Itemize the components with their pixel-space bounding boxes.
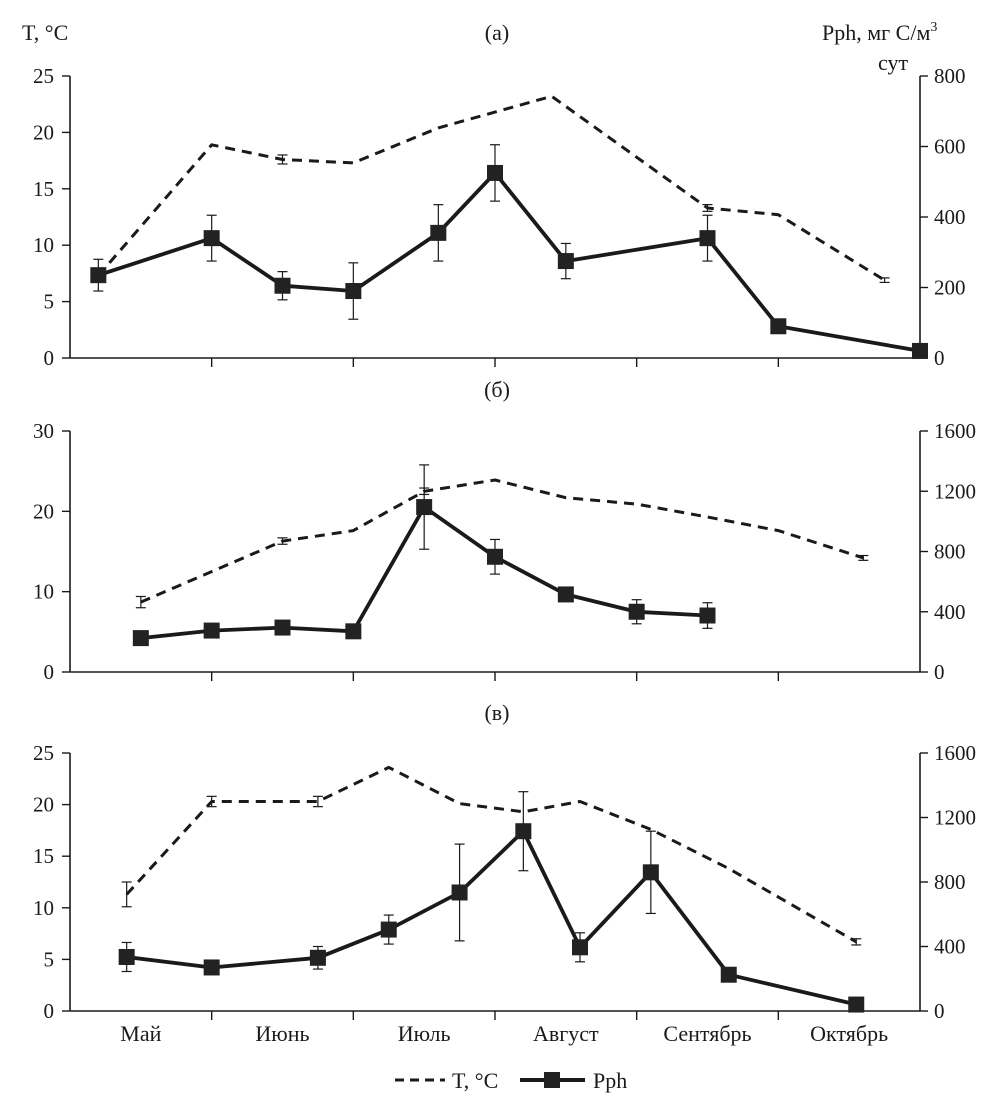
left-tick-label: 25 (33, 741, 54, 765)
production-point (203, 230, 220, 247)
right-tick-label: 1200 (934, 479, 976, 503)
right-tick-label: 600 (934, 135, 966, 159)
left-tick-label: 0 (44, 346, 55, 370)
production-point (203, 959, 220, 976)
production-point (848, 996, 865, 1013)
production-point (274, 277, 291, 294)
production-point (90, 267, 107, 284)
left-tick-label: 10 (33, 580, 54, 604)
legend-production-label: Pph (593, 1068, 627, 1093)
panel-b: 0 10 20 30 0 400 800 1200 1600 (33, 419, 976, 684)
left-tick-label: 0 (44, 999, 55, 1023)
temperature-line (125, 765, 858, 944)
production-point (345, 283, 362, 300)
temperature-line (97, 94, 886, 282)
left-tick-label: 20 (33, 793, 54, 817)
production-point (132, 630, 149, 647)
production-point (416, 499, 433, 516)
month-label: Август (533, 1021, 599, 1046)
month-label: Май (120, 1021, 161, 1046)
right-axis-title-line2: сут (878, 50, 908, 75)
production-point (912, 342, 928, 359)
production-point (430, 224, 447, 241)
right-tick-label: 800 (934, 64, 966, 88)
left-tick-label: 15 (33, 177, 54, 201)
production-point (557, 253, 574, 270)
production-point (309, 949, 326, 966)
production-point (699, 230, 716, 247)
right-tick-label: 1600 (934, 419, 976, 443)
month-label: Июнь (255, 1021, 309, 1046)
production-point (515, 823, 532, 840)
production-point (118, 948, 135, 965)
production-point (487, 548, 503, 565)
legend: T, °C Pph (395, 1068, 627, 1093)
month-label: Сентябрь (663, 1021, 751, 1046)
left-tick-label: 5 (44, 290, 55, 314)
production-point (572, 939, 588, 956)
production-point (345, 623, 362, 640)
right-axis-title-line1: Pph, мг C/м3 (822, 20, 937, 45)
month-label: Октябрь (810, 1021, 888, 1046)
production-point (557, 586, 574, 603)
panel-b-title: (б) (484, 377, 510, 402)
left-tick-label: 30 (33, 419, 54, 443)
production-point (274, 619, 291, 636)
left-tick-label: 15 (33, 844, 54, 868)
production-point (770, 318, 787, 335)
right-tick-label: 1600 (934, 741, 976, 765)
left-tick-label: 5 (44, 947, 55, 971)
panel-c: 0 5 10 15 20 25 0 400 800 1200 1600 (33, 741, 976, 1023)
production-point (642, 864, 659, 881)
production-point (451, 884, 468, 901)
production-point (720, 966, 737, 983)
right-tick-label: 0 (934, 999, 945, 1023)
right-tick-label: 400 (934, 600, 966, 624)
left-tick-label: 10 (33, 896, 54, 920)
production-point (699, 607, 716, 624)
left-tick-label: 0 (44, 660, 55, 684)
production-point (487, 164, 503, 181)
left-axis-title: T, °C (22, 20, 68, 45)
legend-production-marker (544, 1072, 560, 1088)
left-tick-label: 25 (33, 64, 54, 88)
production-point (380, 921, 397, 938)
month-label: Июль (398, 1021, 451, 1046)
right-tick-label: 800 (934, 540, 966, 564)
right-tick-label: 400 (934, 205, 966, 229)
legend-temperature-label: T, °C (452, 1068, 498, 1093)
right-tick-label: 800 (934, 870, 966, 894)
right-tick-label: 0 (934, 346, 945, 370)
right-tick-label: 400 (934, 935, 966, 959)
production-line (97, 171, 921, 353)
month-labels: Май Июнь Июль Август Сентябрь Октябрь (120, 1021, 888, 1046)
right-tick-label: 200 (934, 276, 966, 300)
panel-a: 0 5 10 15 20 25 0 200 400 600 800 (33, 64, 966, 370)
left-tick-label: 10 (33, 233, 54, 257)
left-tick-label: 20 (33, 120, 54, 144)
panel-a-title: (а) (485, 20, 509, 45)
production-point (203, 622, 220, 639)
left-tick-label: 20 (33, 499, 54, 523)
right-tick-label: 0 (934, 660, 945, 684)
production-point (628, 603, 645, 620)
right-tick-label: 1200 (934, 806, 976, 830)
production-line (126, 829, 857, 1007)
temperature-line (140, 478, 864, 604)
panel-c-title: (в) (484, 700, 509, 725)
